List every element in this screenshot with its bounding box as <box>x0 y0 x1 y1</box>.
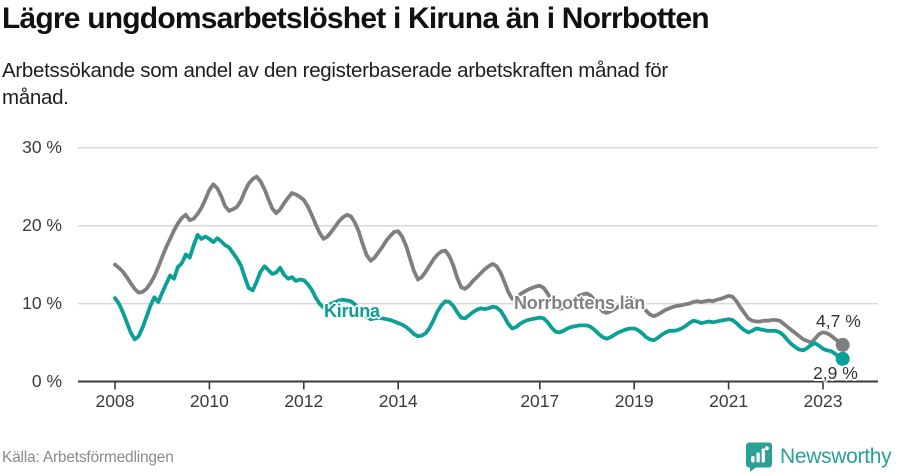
y-tick-label: 20 % <box>22 214 62 235</box>
newsworthy-logo-icon <box>746 442 772 472</box>
newsworthy-logo: Newsworthy <box>745 441 892 472</box>
y-tick-label: 0 % <box>31 370 62 391</box>
x-tick-label: 2010 <box>189 391 229 411</box>
series-line-norrbottens-l-n <box>113 174 845 347</box>
x-tick-label: 2021 <box>709 391 749 411</box>
series-label-kiruna: Kiruna <box>324 301 380 321</box>
x-tick-label: 2017 <box>520 391 560 411</box>
series-end-dot-kiruna <box>835 351 850 366</box>
series-line-kiruna <box>113 233 845 361</box>
series-end-dot-norrbottens-l-n <box>835 337 850 352</box>
y-tick-label: 10 % <box>22 292 62 313</box>
x-tick-label: 2008 <box>95 391 135 411</box>
end-value-label-kiruna: 2,9 % <box>813 363 858 383</box>
source-attribution: Källa: Arbetsförmedlingen <box>2 449 174 466</box>
x-tick-label: 2019 <box>614 391 654 411</box>
x-tick-label: 2023 <box>803 391 843 411</box>
end-value-label-norrbotten: 4,7 % <box>816 311 861 331</box>
series-label-norrbotten: Norrbottens län <box>514 293 646 313</box>
y-tick-label: 30 % <box>22 136 62 157</box>
x-tick-label: 2012 <box>284 391 324 411</box>
chart-subtitle: Arbetssökande som andel av den registerb… <box>2 57 842 111</box>
x-tick-label: 2014 <box>378 391 418 411</box>
subtitle-line-2: månad. <box>2 86 69 109</box>
newsworthy-logo-text: Newsworthy <box>780 444 892 468</box>
page-title: Lägre ungdomsarbetslöshet i Kiruna än i … <box>2 2 710 35</box>
subtitle-line-1: Arbetssökande som andel av den registerb… <box>2 59 668 82</box>
